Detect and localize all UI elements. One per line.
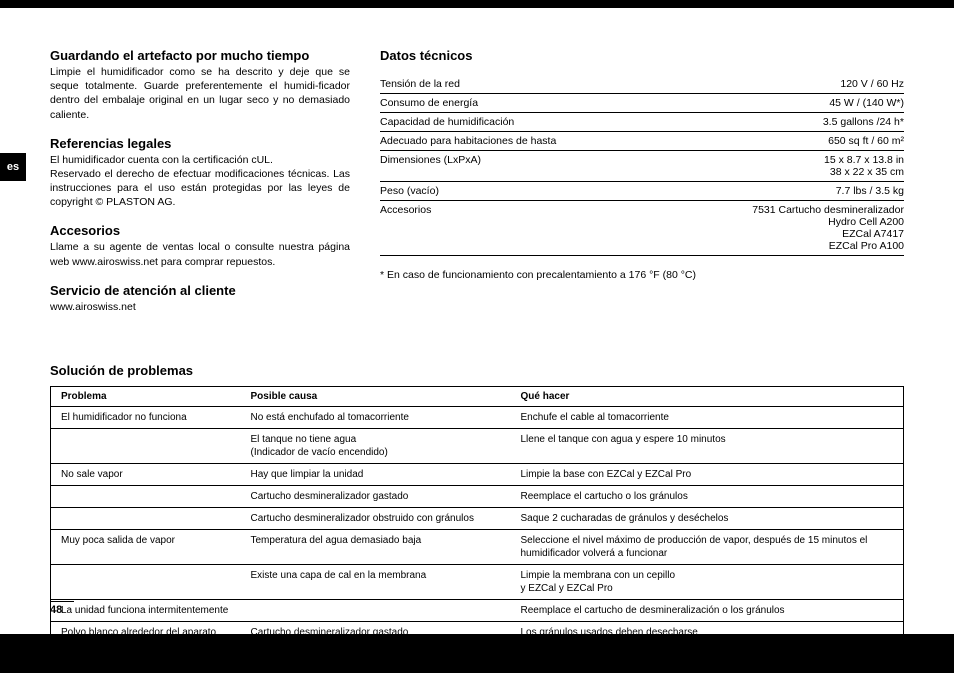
cell-cause: Cartucho desmineralizador gastado	[241, 485, 511, 507]
th-cause: Posible causa	[241, 386, 511, 406]
section-body-storage: Limpie el humidificador como se ha descr…	[50, 65, 350, 122]
cell-cause	[241, 599, 511, 621]
section-body-service: www.airoswiss.net	[50, 300, 350, 314]
spec-label: Peso (vacío)	[380, 182, 662, 201]
troubleshoot-section: Solución de problemas Problema Posible c…	[50, 363, 904, 644]
spec-value: 7531 Cartucho desmineralizador Hydro Cel…	[662, 201, 904, 256]
cell-problem: No sale vapor	[51, 463, 241, 485]
cell-cause: Temperatura del agua demasiado baja	[241, 529, 511, 564]
cell-problem: Polvo blanco alrededor del aparato	[51, 621, 241, 643]
th-action: Qué hacer	[511, 386, 904, 406]
section-heading-storage: Guardando el artefacto por mucho tiempo	[50, 48, 350, 63]
section-heading-legal: Referencias legales	[50, 136, 350, 151]
cell-cause: Existe una capa de cal en la membrana	[241, 564, 511, 599]
cell-action: Reemplace el cartucho o los gránulos	[511, 485, 904, 507]
spec-value: 45 W / (140 W*)	[662, 94, 904, 113]
right-column: Datos técnicos Tensión de la red120 V / …	[380, 48, 904, 328]
cell-problem	[51, 485, 241, 507]
cell-action: Llene el tanque con agua y espere 10 min…	[511, 428, 904, 463]
spec-label: Dimensiones (LxPxA)	[380, 151, 662, 182]
page-number: 48	[50, 601, 74, 616]
spec-value: 7.7 lbs / 3.5 kg	[662, 182, 904, 201]
cell-cause: El tanque no tiene agua (Indicador de va…	[241, 428, 511, 463]
troubleshoot-table: Problema Posible causa Qué hacer El humi…	[50, 386, 904, 644]
section-body-accessories: Llame a su agente de ventas local o cons…	[50, 240, 350, 268]
section-heading-accessories: Accesorios	[50, 223, 350, 238]
spec-label: Adecuado para habitaciones de hasta	[380, 132, 662, 151]
cell-problem: Muy poca salida de vapor	[51, 529, 241, 564]
section-body-legal: El humidificador cuenta con la certifica…	[50, 153, 350, 210]
cell-action: Los gránulos usados deben desecharse	[511, 621, 904, 643]
cell-cause: Hay que limpiar la unidad	[241, 463, 511, 485]
spec-label: Consumo de energía	[380, 94, 662, 113]
section-heading-service: Servicio de atención al cliente	[50, 283, 350, 298]
spec-value: 120 V / 60 Hz	[662, 75, 904, 94]
cell-cause: Cartucho desmineralizador gastado	[241, 621, 511, 643]
cell-action: Seleccione el nivel máximo de producción…	[511, 529, 904, 564]
spec-label: Accesorios	[380, 201, 662, 256]
cell-action: Enchufe el cable al tomacorriente	[511, 406, 904, 428]
language-tab: es	[0, 153, 26, 181]
cell-action: Limpie la membrana con un cepillo y EZCa…	[511, 564, 904, 599]
cell-problem	[51, 428, 241, 463]
cell-action: Reemplace el cartucho de desmineralizaci…	[511, 599, 904, 621]
cell-problem	[51, 507, 241, 529]
spec-value: 3.5 gallons /24 h*	[662, 113, 904, 132]
left-column: Guardando el artefacto por mucho tiempo …	[50, 48, 350, 328]
spec-label: Capacidad de humidificación	[380, 113, 662, 132]
specs-footnote: * En caso de funcionamiento con precalen…	[380, 268, 904, 282]
spec-value: 15 x 8.7 x 13.8 in 38 x 22 x 35 cm	[662, 151, 904, 182]
cell-action: Saque 2 cucharadas de gránulos y deséche…	[511, 507, 904, 529]
section-heading-troubleshoot: Solución de problemas	[50, 363, 904, 378]
cell-problem: La unidad funciona intermitentemente	[51, 599, 241, 621]
section-heading-specs: Datos técnicos	[380, 48, 904, 63]
cell-cause: Cartucho desmineralizador obstruido con …	[241, 507, 511, 529]
th-problem: Problema	[51, 386, 241, 406]
cell-problem	[51, 564, 241, 599]
cell-problem: El humidificador no funciona	[51, 406, 241, 428]
two-column-layout: Guardando el artefacto por mucho tiempo …	[50, 48, 904, 328]
spec-value: 650 sq ft / 60 m²	[662, 132, 904, 151]
spec-label: Tensión de la red	[380, 75, 662, 94]
cell-action: Limpie la base con EZCal y EZCal Pro	[511, 463, 904, 485]
cell-cause: No está enchufado al tomacorriente	[241, 406, 511, 428]
specs-table: Tensión de la red120 V / 60 HzConsumo de…	[380, 75, 904, 256]
manual-page: es Guardando el artefacto por mucho tiem…	[0, 8, 954, 634]
